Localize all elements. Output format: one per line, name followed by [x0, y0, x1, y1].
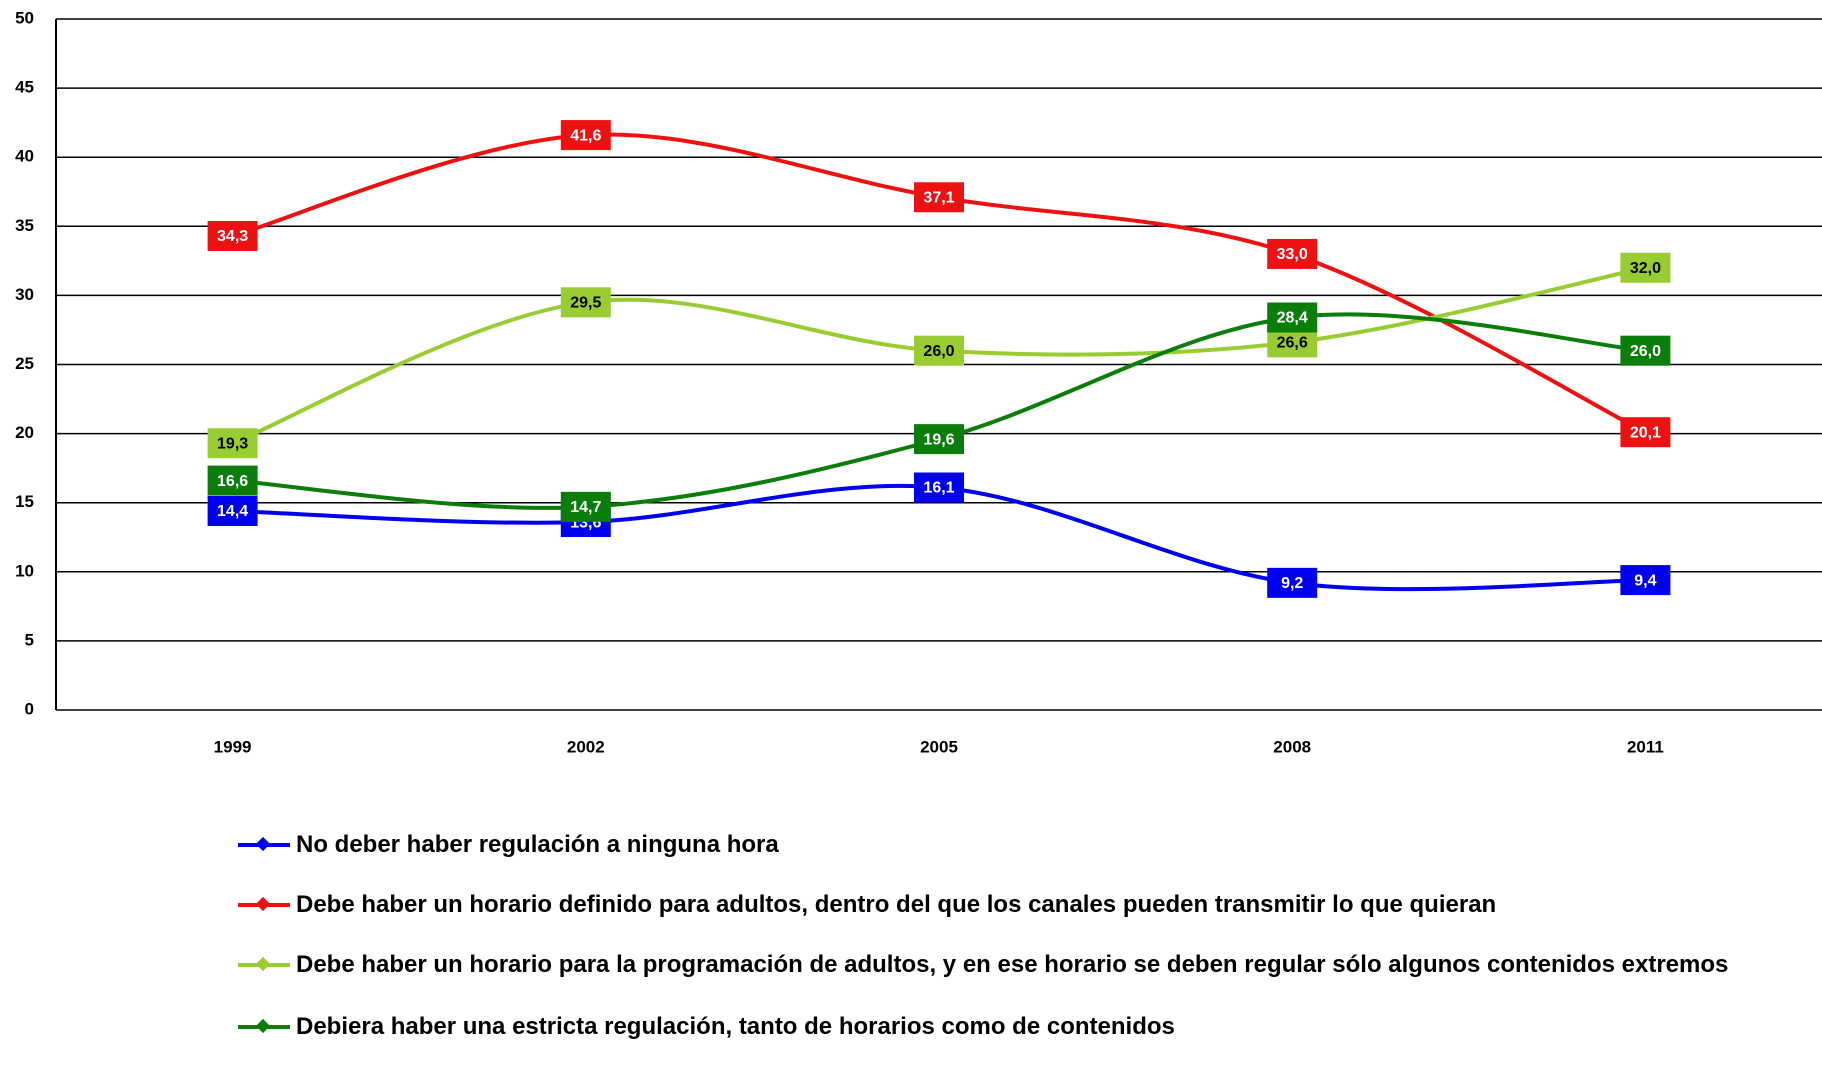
page: 0 5 10 15 20 25 30 35 40 45 50 1999 2002 2005 2008 2011…: [15, 8, 1822, 1040]
legend-item: Debe haber un horario para la programaci…: [238, 948, 1822, 1010]
data-label-box: [1620, 252, 1671, 283]
data-label: 16,6: [217, 473, 248, 490]
data-label-box: [1620, 335, 1671, 366]
data-label: 19,6: [923, 431, 954, 448]
y-tick-label: 45: [15, 78, 34, 97]
data-label-box: [1620, 417, 1671, 448]
series-line: [232, 132, 1647, 435]
y-tick-label: 30: [15, 285, 34, 304]
data-label: 37,1: [923, 189, 954, 206]
data-label-box: [1267, 567, 1318, 598]
x-tick-label: 1999: [214, 737, 252, 756]
x-tick-label: 2002: [567, 737, 605, 756]
data-label: 9,2: [1281, 575, 1303, 592]
data-label: 19,3: [217, 435, 248, 452]
data-label-box: [914, 335, 964, 366]
chart: 0 5 10 15 20 25 30 35 40 45 50 1999 2002 2005 2008 2011…: [15, 8, 1822, 756]
y-tick-label: 0: [25, 699, 34, 718]
legend-marker: [255, 956, 271, 972]
data-label-box: [1620, 565, 1671, 596]
data-label-box: [914, 472, 964, 503]
data-label: 29,5: [570, 295, 601, 312]
data-label-box: [560, 287, 611, 318]
data-label-box: [560, 120, 611, 151]
data-label-box: [207, 495, 258, 526]
y-tick-label: 35: [15, 216, 34, 235]
legend: No deber haber regulación a ninguna hora…: [0, 828, 1822, 1070]
legend-marker: [255, 836, 271, 852]
data-label: 32,0: [1630, 260, 1661, 277]
data-label: 26,0: [1630, 343, 1661, 360]
legend-marker: [255, 896, 271, 912]
x-tick-label: 2011: [1627, 737, 1664, 756]
legend-text: Debiera haber una estricta regulación, t…: [296, 1013, 1175, 1040]
legend-item: Debiera haber una estricta regulación, t…: [238, 1010, 1822, 1070]
data-label: 16,1: [923, 480, 954, 497]
legend-item: No deber haber regulación a ninguna hora: [238, 828, 1822, 888]
data-label-box: [914, 424, 964, 455]
data-label-box: [207, 465, 258, 496]
legend-text: Debe haber un horario para la programaci…: [296, 951, 1729, 978]
data-label: 28,4: [1277, 310, 1308, 327]
x-tick-label: 2005: [920, 737, 958, 756]
y-tick-label: 15: [15, 492, 34, 511]
data-label: 26,6: [1277, 335, 1308, 352]
data-label: 9,4: [1634, 572, 1656, 589]
data-label: 33,0: [1277, 246, 1308, 263]
data-label: 26,0: [923, 343, 954, 360]
y-tick-label: 25: [15, 354, 34, 373]
y-tick-label: 5: [25, 630, 34, 649]
legend-text: Debe haber un horario definido para adul…: [296, 891, 1497, 918]
legend-marker: [255, 1018, 271, 1034]
legend-text: No deber haber regulación a ninguna hora: [296, 831, 779, 858]
y-tick-label: 50: [15, 8, 34, 27]
data-label: 41,6: [570, 127, 601, 144]
data-label: 14,7: [570, 499, 601, 516]
data-label: 34,3: [217, 228, 248, 245]
data-label-box: [207, 428, 258, 459]
legend-item: Debe haber un horario definido para adul…: [238, 888, 1822, 948]
data-label-box: [914, 182, 964, 213]
data-label: 20,1: [1630, 424, 1661, 441]
data-label-box: [207, 220, 258, 251]
data-label-box: [1267, 238, 1318, 269]
y-tick-label: 40: [15, 147, 34, 166]
y-tick-label: 10: [15, 561, 34, 580]
x-tick-label: 2008: [1273, 737, 1311, 756]
y-tick-label: 20: [15, 423, 34, 442]
data-label: 14,4: [217, 503, 248, 520]
data-label-box: [560, 491, 611, 522]
data-label-box: [1267, 302, 1318, 333]
